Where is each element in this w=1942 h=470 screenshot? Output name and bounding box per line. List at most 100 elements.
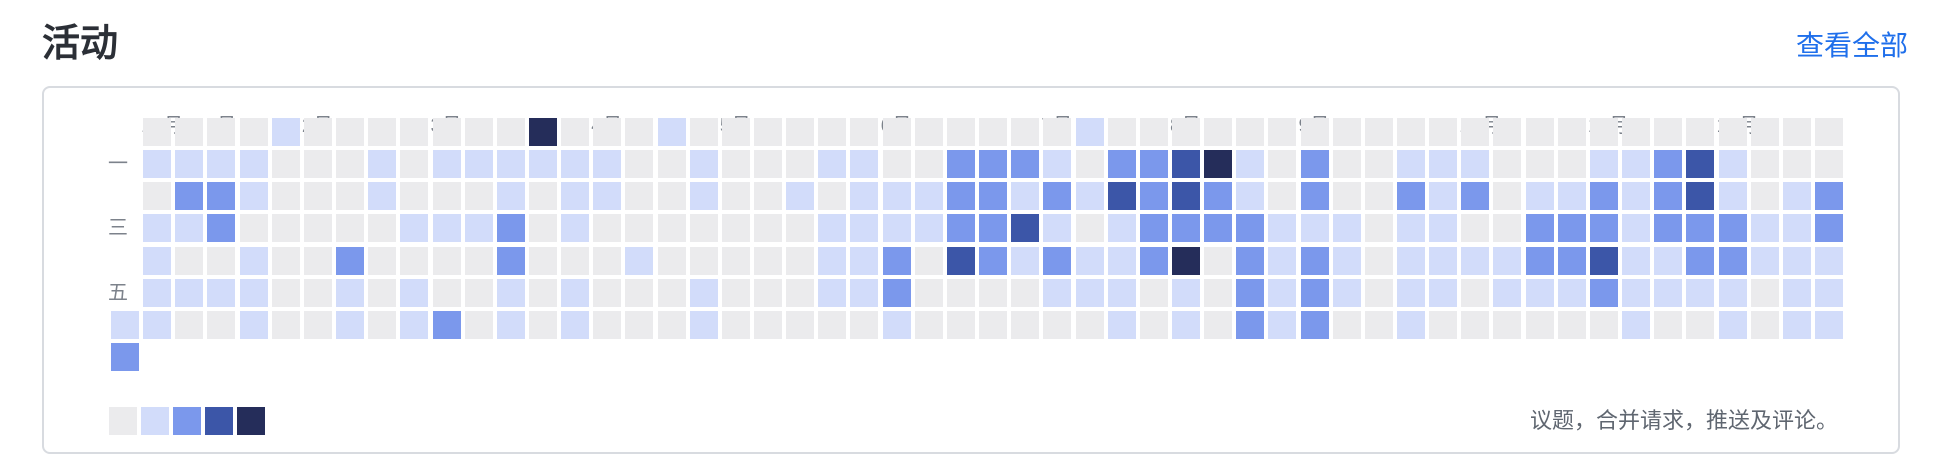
- day-cell[interactable]: [1332, 214, 1361, 243]
- day-cell[interactable]: [1332, 278, 1361, 307]
- day-cell[interactable]: [368, 278, 397, 307]
- day-cell[interactable]: [625, 214, 654, 243]
- day-cell[interactable]: [1493, 246, 1522, 275]
- day-cell[interactable]: [207, 246, 236, 275]
- day-cell[interactable]: [1171, 150, 1200, 179]
- day-cell[interactable]: [1139, 118, 1168, 146]
- day-cell[interactable]: [1622, 118, 1651, 146]
- day-cell[interactable]: [625, 150, 654, 179]
- day-cell[interactable]: [303, 182, 332, 211]
- day-cell[interactable]: [882, 150, 911, 179]
- day-cell[interactable]: [786, 214, 815, 243]
- day-cell[interactable]: [1782, 214, 1811, 243]
- day-cell[interactable]: [400, 246, 429, 275]
- day-cell[interactable]: [850, 118, 879, 146]
- day-cell[interactable]: [1782, 278, 1811, 307]
- day-cell[interactable]: [303, 150, 332, 179]
- day-cell[interactable]: [1011, 118, 1040, 146]
- day-cell[interactable]: [464, 246, 493, 275]
- day-cell[interactable]: [1557, 118, 1586, 146]
- day-cell[interactable]: [593, 182, 622, 211]
- day-cell[interactable]: [561, 278, 590, 307]
- day-cell[interactable]: [1236, 118, 1265, 146]
- day-cell[interactable]: [1171, 182, 1200, 211]
- day-cell[interactable]: [1075, 150, 1104, 179]
- day-cell[interactable]: [561, 118, 590, 146]
- day-cell[interactable]: [1750, 118, 1779, 146]
- day-cell[interactable]: [528, 182, 557, 211]
- day-cell[interactable]: [1622, 214, 1651, 243]
- day-cell[interactable]: [1718, 150, 1747, 179]
- day-cell[interactable]: [625, 182, 654, 211]
- day-cell[interactable]: [528, 246, 557, 275]
- day-cell[interactable]: [336, 214, 365, 243]
- day-cell[interactable]: [336, 310, 365, 339]
- day-cell[interactable]: [496, 214, 525, 243]
- day-cell[interactable]: [207, 310, 236, 339]
- day-cell[interactable]: [979, 214, 1008, 243]
- day-cell[interactable]: [368, 246, 397, 275]
- day-cell[interactable]: [528, 118, 557, 146]
- day-cell[interactable]: [143, 150, 172, 179]
- day-cell[interactable]: [1268, 150, 1297, 179]
- day-cell[interactable]: [657, 310, 686, 339]
- day-cell[interactable]: [1139, 278, 1168, 307]
- day-cell[interactable]: [850, 246, 879, 275]
- day-cell[interactable]: [528, 214, 557, 243]
- day-cell[interactable]: [496, 310, 525, 339]
- day-cell[interactable]: [979, 118, 1008, 146]
- day-cell[interactable]: [786, 278, 815, 307]
- day-cell[interactable]: [754, 214, 782, 243]
- day-cell[interactable]: [1525, 310, 1554, 339]
- day-cell[interactable]: [1236, 310, 1265, 339]
- day-cell[interactable]: [818, 150, 847, 179]
- day-cell[interactable]: [1075, 278, 1104, 307]
- day-cell[interactable]: [1493, 278, 1522, 307]
- day-cell[interactable]: [239, 182, 268, 211]
- day-cell[interactable]: [239, 246, 268, 275]
- day-cell[interactable]: [979, 182, 1008, 211]
- day-cell[interactable]: [464, 118, 493, 146]
- day-cell[interactable]: [946, 118, 975, 146]
- day-cell[interactable]: [1461, 150, 1490, 179]
- day-cell[interactable]: [1429, 214, 1458, 243]
- day-cell[interactable]: [1493, 182, 1522, 211]
- day-cell[interactable]: [1236, 246, 1265, 275]
- day-cell[interactable]: [754, 310, 782, 339]
- day-cell[interactable]: [175, 118, 204, 146]
- day-cell[interactable]: [1268, 182, 1297, 211]
- day-cell[interactable]: [496, 278, 525, 307]
- day-cell[interactable]: [336, 150, 365, 179]
- day-cell[interactable]: [1011, 246, 1040, 275]
- day-cell[interactable]: [1043, 118, 1072, 146]
- day-cell[interactable]: [1332, 182, 1361, 211]
- day-cell[interactable]: [721, 118, 750, 146]
- day-cell[interactable]: [561, 246, 590, 275]
- day-cell[interactable]: [1525, 150, 1554, 179]
- day-cell[interactable]: [593, 310, 622, 339]
- day-cell[interactable]: [1107, 118, 1136, 146]
- day-cell[interactable]: [400, 118, 429, 146]
- day-cell[interactable]: [1011, 278, 1040, 307]
- day-cell[interactable]: [1814, 150, 1843, 179]
- day-cell[interactable]: [1139, 246, 1168, 275]
- day-cell[interactable]: [593, 214, 622, 243]
- day-cell[interactable]: [946, 150, 975, 179]
- day-cell[interactable]: [1107, 246, 1136, 275]
- day-cell[interactable]: [1429, 150, 1458, 179]
- day-cell[interactable]: [207, 118, 236, 146]
- day-cell[interactable]: [1461, 118, 1490, 146]
- day-cell[interactable]: [432, 214, 461, 243]
- day-cell[interactable]: [1332, 310, 1361, 339]
- day-cell[interactable]: [1654, 278, 1683, 307]
- day-cell[interactable]: [721, 278, 750, 307]
- day-cell[interactable]: [1204, 214, 1233, 243]
- day-cell[interactable]: [657, 182, 686, 211]
- day-cell[interactable]: [1589, 214, 1618, 243]
- day-cell[interactable]: [1397, 310, 1425, 339]
- day-cell[interactable]: [1814, 214, 1843, 243]
- day-cell[interactable]: [818, 214, 847, 243]
- day-cell[interactable]: [1589, 150, 1618, 179]
- day-cell[interactable]: [271, 214, 300, 243]
- day-cell[interactable]: [1654, 150, 1683, 179]
